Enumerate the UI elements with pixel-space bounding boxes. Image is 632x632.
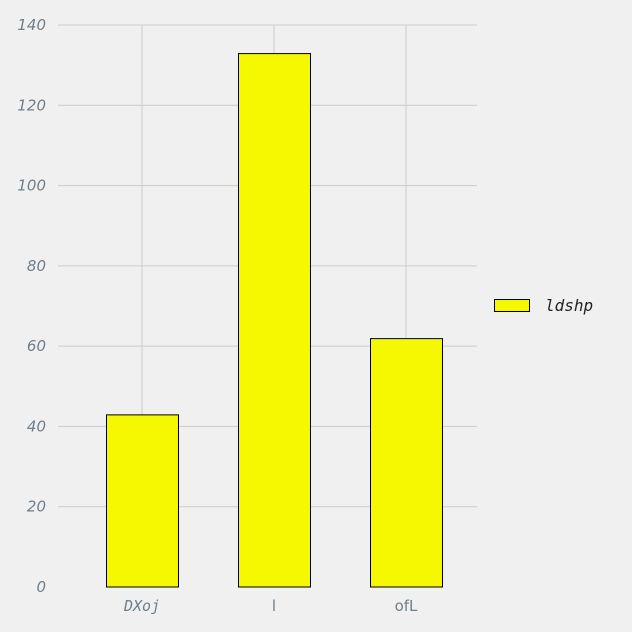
x-tick-label: DXoj — [123, 597, 160, 615]
x-tick-label: ofL — [395, 597, 418, 615]
y-axis-ticks: 0 20 40 60 80 100 120 140 — [17, 16, 46, 596]
bar — [106, 414, 179, 588]
bar — [238, 53, 311, 588]
legend-label: ldshp — [545, 296, 593, 315]
bars — [106, 53, 443, 588]
y-tick-label: 60 — [27, 337, 46, 355]
y-tick-label: 20 — [27, 498, 46, 516]
y-tick-label: 120 — [17, 96, 46, 114]
y-tick-label: 0 — [36, 578, 46, 596]
y-tick-label: 40 — [27, 417, 46, 435]
x-axis-ticks: DXoj l ofL — [123, 597, 418, 615]
legend: ldshp — [494, 296, 593, 315]
bar — [370, 338, 443, 588]
x-tick-label: l — [272, 597, 276, 615]
y-tick-label: 80 — [27, 257, 46, 275]
y-tick-label: 140 — [17, 16, 46, 34]
legend-swatch — [494, 299, 530, 312]
y-tick-label: 100 — [17, 177, 46, 195]
